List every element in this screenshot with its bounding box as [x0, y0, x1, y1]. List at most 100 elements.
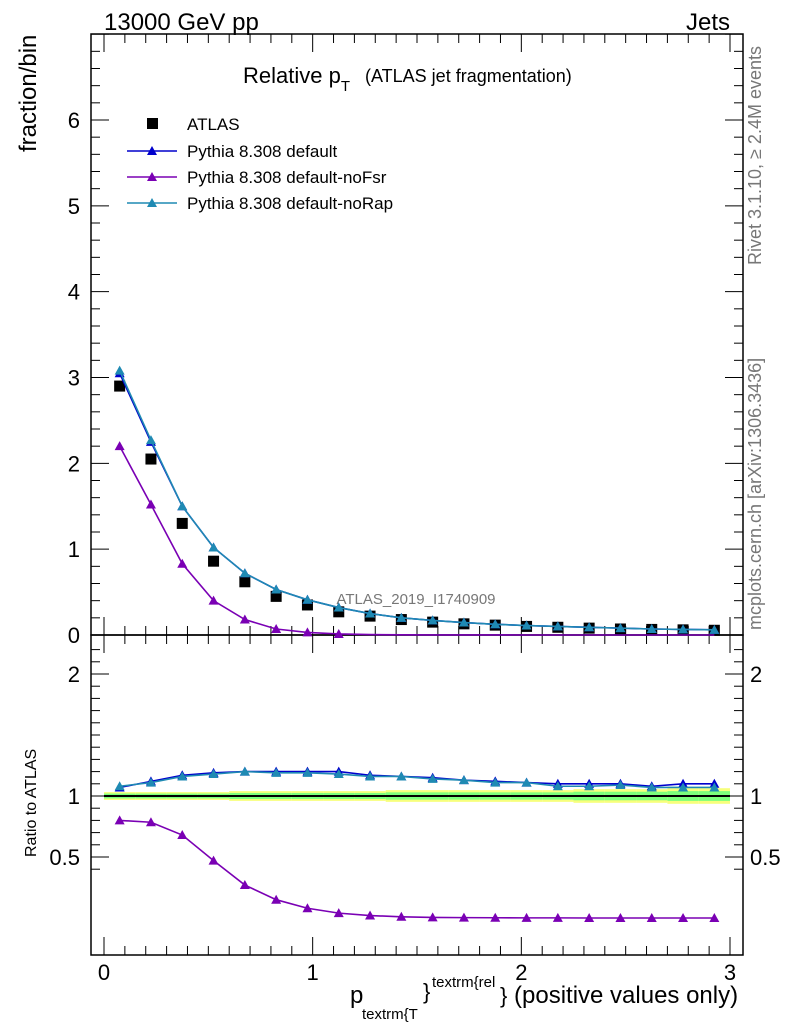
pythia-noRap-marker — [678, 624, 689, 634]
x-label-main: p — [350, 982, 363, 1009]
ratio-pythia-noRap-marker — [302, 767, 313, 777]
legend: ATLAS Pythia 8.308 default Pythia 8.308 de… — [127, 115, 393, 213]
pythia-noRap-marker — [396, 612, 407, 622]
plot-title: Relative pT (ATLAS jet fragmentation) — [243, 63, 572, 95]
ratio-pythia-noFsr-marker — [615, 913, 626, 922]
legend-label-atlas-data: ATLAS — [187, 115, 240, 134]
ratio-pythia-noFsr-marker — [114, 815, 125, 825]
x-label-close-1: } — [423, 979, 430, 1004]
ratio-pythia-noFsr-marker — [646, 913, 657, 922]
ratio-pythia-noRap-marker — [333, 769, 344, 779]
pythia-noFsr-line — [118, 445, 715, 636]
pythia-noFsr-marker — [208, 595, 219, 605]
pythia-noRap-marker — [145, 435, 156, 445]
title-suffix: (ATLAS jet fragmentation) — [365, 66, 572, 86]
pythia-noRap-marker — [427, 615, 438, 625]
y-tick-label-main: 5 — [68, 194, 80, 219]
ratio-pythia-noFsr-marker — [709, 913, 720, 922]
ratio-pythia-noRap-marker — [709, 782, 720, 792]
legend-label-pythia-default: Pythia 8.308 default — [187, 142, 338, 161]
y-tick-label-ratio-left: 0.5 — [49, 845, 80, 870]
y-tick-label-ratio-left: 1 — [68, 784, 80, 809]
ratio-pythia-noRap-marker — [177, 771, 188, 781]
svg-text:Relative pT: Relative pT — [243, 63, 350, 95]
atlas-data-point — [176, 517, 188, 529]
y-tick-label-ratio-right: 2 — [750, 662, 762, 687]
ratio-pythia-noFsr-marker — [208, 855, 219, 865]
ratio-pythia-noFsr-marker — [458, 912, 469, 922]
ratio-pythia-noRap-line — [119, 770, 715, 789]
pythia-noRap-marker — [490, 619, 501, 629]
ratio-pythia-noFsr-marker — [584, 913, 595, 922]
x-label-close-2: } — [500, 983, 507, 1008]
title-subscript: T — [341, 78, 350, 95]
atlas-data-point — [301, 599, 313, 611]
atlas-data-point — [145, 453, 157, 465]
ratio-pythia-noRap-marker — [521, 777, 532, 787]
y-axis-label-top: fraction/bin — [15, 35, 42, 152]
energy-label: 13000 GeV pp — [104, 9, 259, 36]
ratio-pythia-noFsr-marker — [552, 912, 563, 922]
process-label: Jets — [686, 9, 730, 36]
title-main: Relative p — [243, 63, 341, 88]
pythia-noRap-marker — [177, 501, 188, 511]
y-axis-label-bottom: Ratio to ATLAS — [23, 749, 40, 857]
ratio-pythia-noRap-marker — [427, 773, 438, 783]
pythia-noFsr-marker — [114, 441, 125, 451]
ratio-pythia-noRap-marker — [114, 781, 125, 791]
legend-marker-atlas — [147, 118, 158, 129]
x-label-superscript: textrm{rel — [432, 974, 495, 991]
ratio-pythia-noRap-marker — [396, 771, 407, 781]
pythia-noFsr-marker — [145, 499, 156, 509]
ratio-pythia-noRap-marker — [646, 782, 657, 792]
pythia-noRap-marker — [709, 624, 720, 634]
pythia-noRap-marker — [521, 620, 532, 630]
x-axis-label: p textrm{T } textrm{rel } (positive valu… — [350, 974, 738, 1023]
pythia-noRap-marker — [584, 622, 595, 632]
y-tick-label-ratio-right: 0.5 — [750, 845, 781, 870]
x-label-subscript: textrm{T — [362, 1006, 418, 1023]
ratio-pythia-noFsr-line — [119, 819, 715, 919]
legend-marker-pythia-noRap — [147, 198, 157, 207]
ratio-pythia-noRap-marker — [271, 767, 282, 777]
pythia-noRap-marker — [552, 621, 563, 631]
pythia-noRap-marker — [365, 608, 376, 618]
analysis-watermark: ATLAS_2019_I1740909 — [336, 591, 495, 608]
ratio-pythia-noFsr-marker — [678, 913, 689, 922]
pythia-noFsr-marker — [333, 628, 344, 638]
ratio-pythia-noFsr-marker — [302, 903, 313, 913]
ratio-pythia-noFsr-marker — [396, 911, 407, 921]
pythia-noRap-marker — [302, 594, 313, 604]
ratio-pythia-noFsr-marker — [490, 912, 501, 922]
ratio-pythia-noRap-marker — [458, 775, 469, 785]
ratio-pythia-noFsr-marker — [365, 910, 376, 920]
pythia-noRap-marker — [646, 623, 657, 633]
rivet-label: Rivet 3.1.10, ≥ 2.4M events — [745, 46, 765, 265]
ratio-pythia-noRap-marker — [678, 782, 689, 792]
y-tick-label-main: 0 — [68, 623, 80, 648]
ratio-pythia-noFsr-marker — [427, 912, 438, 922]
atlas-data-point — [114, 380, 126, 392]
pythia-noRap-marker — [333, 602, 344, 612]
ratio-pythia-noRap-marker — [239, 766, 250, 776]
y-tick-label-ratio-right: 1 — [750, 784, 762, 809]
pythia-noRap-marker — [114, 365, 125, 375]
atlas-data-point — [270, 590, 282, 602]
atlas-data-point — [239, 576, 251, 588]
y-tick-label-ratio-left: 2 — [68, 662, 80, 687]
y-tick-label-main: 4 — [68, 280, 80, 305]
ratio-pythia-noFsr-marker — [333, 908, 344, 918]
legend-marker-pythia-default — [147, 146, 157, 155]
axis-ticks: 0 1 2 3 0 1 2 3 4 5 6 0.5 0.5 1 1 2 2 — [49, 33, 781, 985]
ratio-pythia-noRap-marker — [365, 771, 376, 781]
ratio-pythia-noRap-marker — [584, 781, 595, 791]
ratio-pythia-noRap-marker — [145, 777, 156, 787]
legend-marker-pythia-noFsr — [147, 172, 157, 181]
ratio-pythia-noRap-marker — [208, 769, 219, 779]
legend-label-pythia-noFsr: Pythia 8.308 default-noFsr — [187, 168, 387, 187]
ratio-pythia-noRap-marker — [552, 781, 563, 791]
pythia-noRap-marker — [239, 568, 250, 578]
x-tick-label: 0 — [98, 960, 110, 985]
y-tick-label-main: 3 — [68, 366, 80, 391]
